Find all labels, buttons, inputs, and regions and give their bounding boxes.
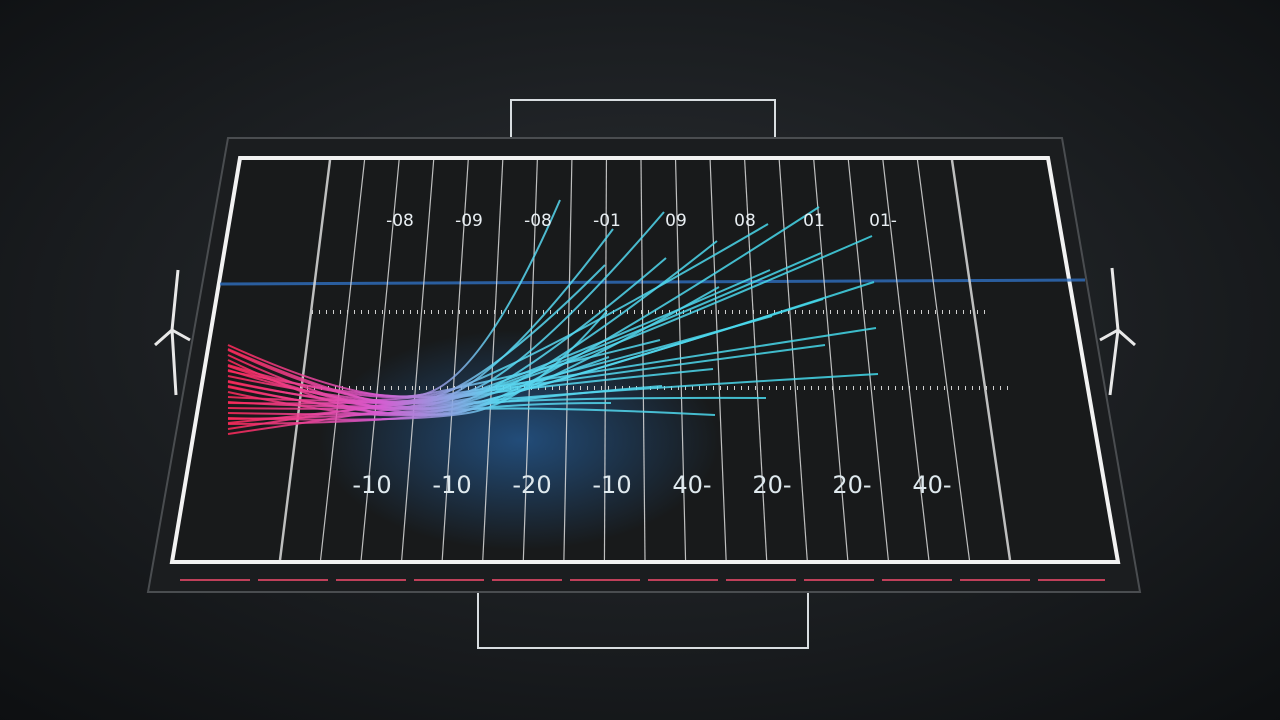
yard-line [482, 159, 504, 561]
yard-line [319, 159, 366, 561]
top-yard-number: -08 [386, 211, 414, 231]
bottom-yard-number: 40- [672, 471, 711, 499]
bottom-yard-number: -10 [432, 471, 471, 499]
top-yard-number: 09 [665, 211, 687, 231]
trajectory [227, 373, 879, 411]
bottom-yard-number: -10 [352, 471, 391, 499]
yard-line [882, 159, 930, 561]
bottom-yard-number: 20- [832, 471, 871, 499]
goalpost-left [154, 269, 191, 396]
scrimmage-line [219, 278, 1086, 286]
trajectory [227, 211, 665, 399]
yard-line [278, 159, 332, 561]
yard-line [950, 159, 1012, 561]
glow [320, 330, 720, 550]
trajectory [227, 310, 608, 421]
trajectory [227, 235, 873, 424]
bottom-yard-number: -10 [592, 471, 631, 499]
yard-line [674, 159, 687, 561]
yard-line [744, 159, 768, 561]
yard-line [778, 159, 808, 561]
yard-line [916, 159, 971, 561]
trajectory [227, 223, 769, 402]
bottom-yard-number: 40- [912, 471, 951, 499]
yard-line [603, 159, 608, 561]
trajectory [227, 344, 826, 404]
yard-line [847, 159, 889, 561]
top-yard-number: 01 [803, 211, 825, 231]
bottom-yard-number: 20- [752, 471, 791, 499]
top-yard-number: -08 [524, 211, 552, 231]
trajectory [227, 359, 716, 416]
top-yard-number: 01- [869, 211, 897, 231]
trajectory [227, 348, 767, 410]
yard-line [640, 159, 646, 561]
top-yard-number: 08 [734, 211, 756, 231]
yard-line [401, 159, 435, 561]
yard-line [360, 159, 400, 561]
top-yard-number: -01 [593, 211, 621, 231]
trajectory [227, 240, 718, 410]
trajectory [227, 206, 820, 417]
goalpost-right [1099, 267, 1136, 396]
yard-line [522, 159, 538, 561]
yard-line [441, 159, 469, 561]
top-yard-number: -09 [455, 211, 483, 231]
trajectory [227, 269, 771, 410]
bottom-yard-number: -20 [512, 471, 551, 499]
trajectory [227, 264, 606, 404]
yard-line [813, 159, 849, 561]
